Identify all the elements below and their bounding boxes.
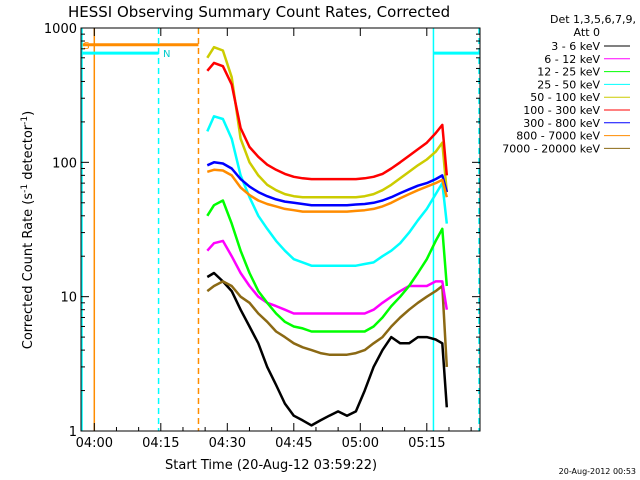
x-axis: 04:00 04:15 04:30 04:45 05:00 05:15 xyxy=(76,28,472,451)
series-line-8 xyxy=(206,168,449,213)
legend-label-6: 300 - 800 keV xyxy=(523,117,600,130)
x-tick-label-2: 04:30 xyxy=(209,436,246,451)
x-tick-label-0: 04:00 xyxy=(76,436,113,451)
series-line-0 xyxy=(206,271,449,427)
series-line-2 xyxy=(206,239,449,315)
x-tick-label-1: 04:15 xyxy=(142,436,179,451)
chart-title: HESSI Observing Summary Count Rates, Cor… xyxy=(68,3,450,21)
legend-label-1: 6 - 12 keV xyxy=(544,53,600,66)
series-line-3 xyxy=(206,199,449,333)
x-tick-label-5: 05:15 xyxy=(408,436,445,451)
series-line-6 xyxy=(206,61,449,181)
series-line-1 xyxy=(206,280,449,367)
legend-label-5: 100 - 300 keV xyxy=(523,104,600,117)
legend-label-8: 7000 - 20000 keV xyxy=(502,142,600,155)
x-tick-label-4: 05:00 xyxy=(342,436,379,451)
legend-label-7: 800 - 7000 keV xyxy=(516,130,600,143)
saa-flag-label: S xyxy=(83,41,89,52)
y-tick-label-1: 10 xyxy=(60,291,77,306)
y-tick-label-3: 1000 xyxy=(44,22,77,37)
timestamp: 20-Aug-2012 00:53 xyxy=(559,467,636,476)
legend-header-line-1: Det 1,3,5,6,7,9, xyxy=(550,13,636,26)
x-axis-label: Start Time (20-Aug-12 03:59:22) xyxy=(165,458,377,473)
legend-header-line-2: Att 0 xyxy=(574,26,600,39)
series-line-5 xyxy=(206,45,449,199)
legend-label-4: 50 - 100 keV xyxy=(530,91,600,104)
legend-label-2: 12 - 25 keV xyxy=(537,66,600,79)
y-tick-label-2: 100 xyxy=(52,156,77,171)
x-tick-label-3: 04:45 xyxy=(275,436,312,451)
y-axis: 1 10 100 1000 xyxy=(44,22,480,440)
plot-area: SN xyxy=(81,28,480,431)
plot-frame xyxy=(80,27,481,432)
legend-label-0: 3 - 6 keV xyxy=(551,40,600,53)
y-tick-label-0: 1 xyxy=(69,425,77,440)
y-axis-label: Corrected Count Rate (s-1 detector-1) xyxy=(20,111,36,349)
night-flag-label: N xyxy=(163,49,170,60)
legend-label-3: 25 - 50 keV xyxy=(537,78,600,91)
series-line-7 xyxy=(206,161,449,207)
series-line-4 xyxy=(206,115,449,267)
